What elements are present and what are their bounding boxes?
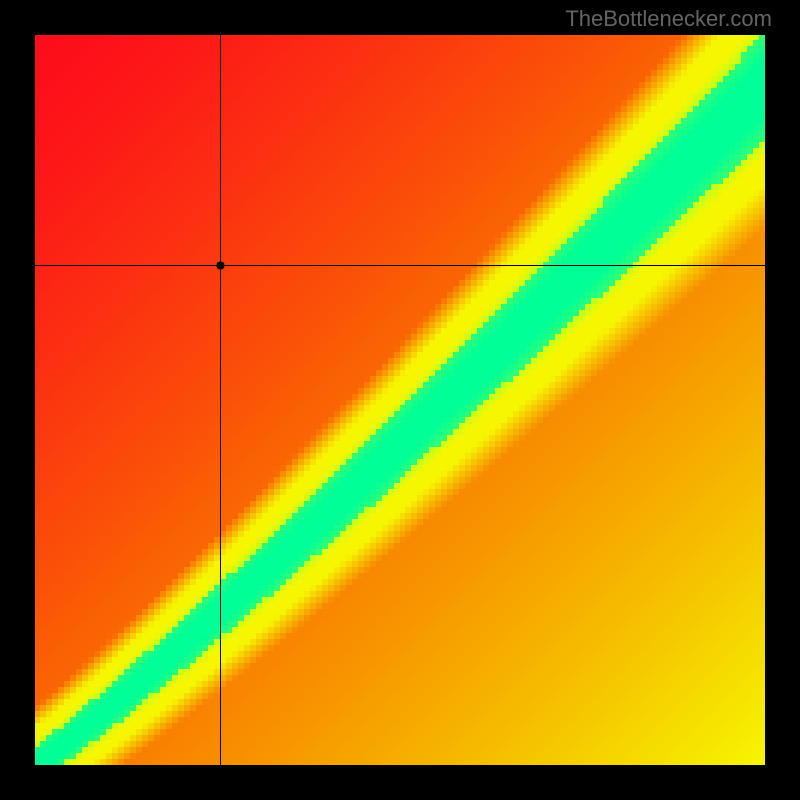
bottleneck-heatmap: [35, 35, 765, 765]
figure-frame: TheBottlenecker.com: [0, 0, 800, 800]
heatmap-canvas: [35, 35, 765, 765]
attribution-text: TheBottlenecker.com: [565, 6, 772, 32]
